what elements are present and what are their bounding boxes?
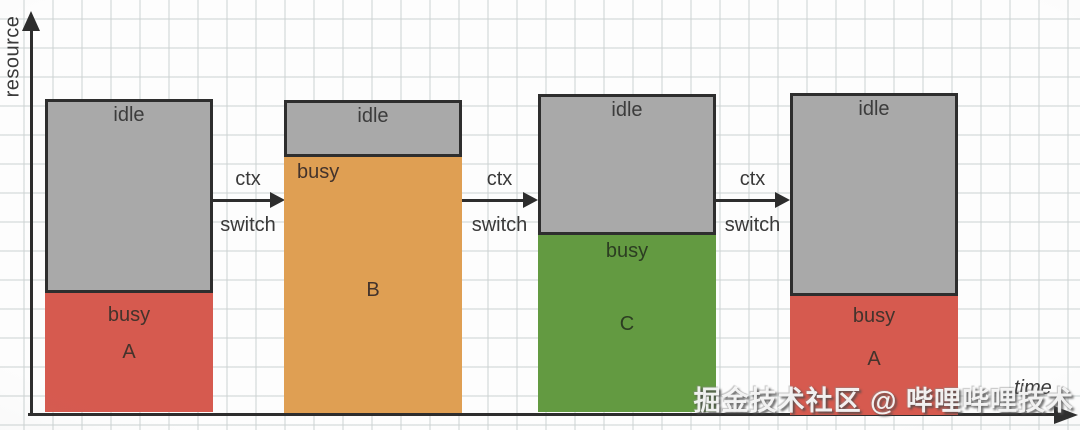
idle-label: idle [858, 98, 890, 120]
process-name-label: A [867, 348, 881, 370]
idle-label: idle [357, 105, 389, 127]
ctx-switch-arrow-1: ctx switch [211, 168, 285, 240]
x-axis-line [28, 413, 1060, 416]
arrow-line [462, 199, 525, 202]
busy-segment: busy C [538, 235, 716, 412]
process-name-label: B [366, 279, 380, 301]
ctx-label: ctx [739, 168, 766, 190]
arrow-line [212, 199, 272, 202]
y-axis-arrow-icon [22, 11, 40, 31]
busy-label: busy [107, 304, 151, 326]
ctx-label: ctx [235, 168, 261, 190]
switch-label: switch [724, 214, 781, 236]
y-axis-label: resource [1, 15, 24, 98]
x-axis-arrow-icon [1054, 406, 1078, 424]
process-name-label: C [619, 313, 635, 335]
x-axis-label: time [1014, 377, 1052, 399]
process-bar-a-first: idle busy A [45, 99, 213, 412]
arrow-line [716, 199, 777, 202]
busy-label: busy [605, 240, 649, 262]
busy-label: busy [852, 305, 896, 327]
process-name-label: A [122, 341, 136, 363]
idle-segment: idle [45, 99, 213, 293]
watermark-text: 掘金技术社区 @ 哔哩哔哩技术 [693, 386, 1074, 416]
process-bar-b: idle busy B [284, 100, 462, 413]
busy-label: busy [297, 161, 340, 183]
idle-segment: idle [538, 94, 716, 235]
arrow-head-icon [523, 192, 538, 208]
busy-segment: busy A [790, 296, 958, 415]
ctx-switch-arrow-2: ctx switch [461, 168, 538, 240]
process-bar-a-second: idle busy A [790, 93, 958, 415]
arrow-head-icon [270, 192, 285, 208]
switch-label: switch [220, 214, 276, 236]
y-axis-line [30, 26, 33, 416]
idle-label: idle [113, 104, 145, 126]
arrow-head-icon [775, 192, 790, 208]
busy-segment: busy B [284, 157, 462, 413]
idle-label: idle [611, 99, 643, 121]
idle-segment: idle [284, 100, 462, 157]
process-bar-c: idle busy C [538, 94, 716, 412]
ctx-label: ctx [486, 168, 513, 190]
ctx-switch-arrow-3: ctx switch [715, 168, 790, 240]
busy-segment: busy A [45, 293, 213, 412]
idle-segment: idle [790, 93, 958, 296]
switch-label: switch [471, 214, 528, 236]
